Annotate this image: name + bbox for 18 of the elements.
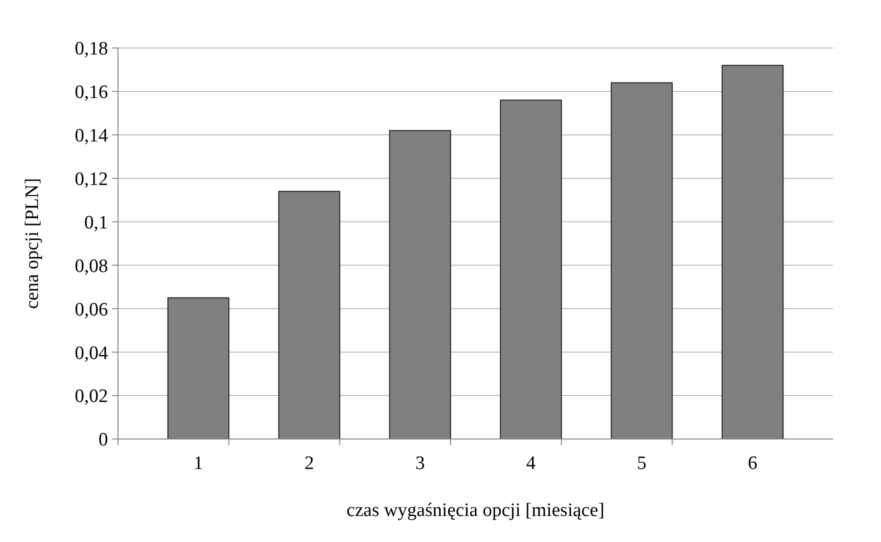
x-tick-label: 6	[748, 453, 758, 474]
x-tick-label: 1	[194, 453, 204, 474]
y-tick-label: 0,12	[74, 168, 108, 190]
x-tick-label: 4	[526, 453, 536, 474]
x-axis-title: czas wygaśnięcia opcji [miesiące]	[346, 500, 604, 521]
y-tick-label: 0,18	[74, 38, 108, 60]
y-tick-label: 0,1	[84, 212, 108, 234]
x-tick-label: 2	[304, 453, 314, 474]
y-axis-title: cena opcji [PLN]	[22, 178, 43, 309]
x-tick-label: 3	[415, 453, 425, 474]
x-tick-label: 5	[637, 453, 647, 474]
y-tick-label: 0,16	[74, 82, 108, 104]
y-tick-label: 0,04	[74, 342, 108, 364]
y-tick-label: 0,14	[74, 126, 108, 147]
y-tick-label: 0	[98, 430, 108, 451]
y-tick-label: 0,02	[74, 386, 108, 408]
y-tick-label: 0,08	[74, 256, 108, 277]
y-tick-label: 0,06	[74, 299, 108, 320]
